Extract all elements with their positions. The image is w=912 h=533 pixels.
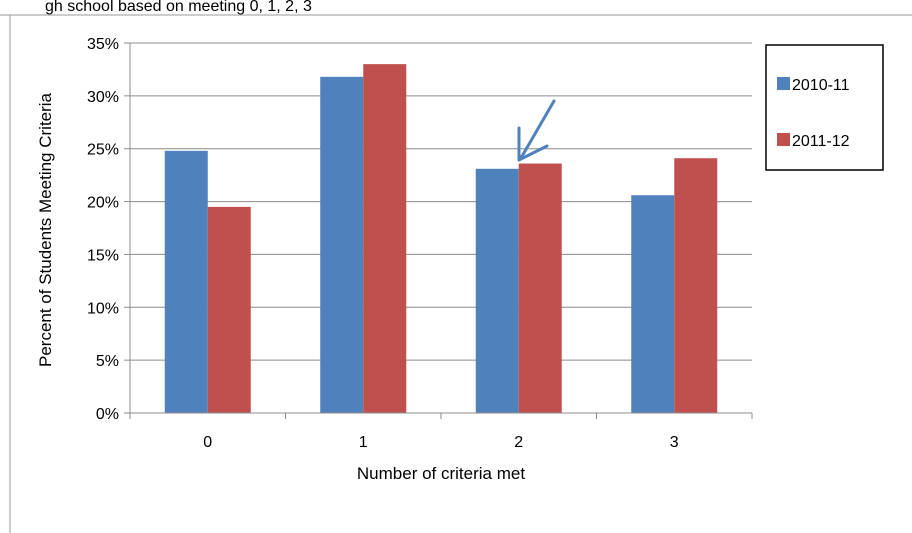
y-tick-label: 15% (87, 247, 119, 264)
y-tick-label: 10% (87, 300, 119, 317)
bar-2010-11-cat-1 (320, 76, 364, 413)
y-tick-label: 30% (87, 89, 119, 106)
arrow-shaft (519, 99, 556, 160)
legend-label-2011-12: 2011-12 (792, 133, 850, 150)
header-text: gh school based on meeting 0, 1, 2, 3 (45, 0, 312, 15)
legend-box (765, 44, 884, 171)
bar-2011-12-cat-2 (518, 163, 562, 413)
x-tick-label: 3 (670, 434, 679, 451)
y-tick-label: 20% (87, 195, 119, 212)
arrow-head (517, 126, 549, 162)
y-tick-label: 0% (96, 406, 119, 423)
legend: 2010-11 2011-12 (765, 44, 884, 171)
bar-2011-12-cat-0 (207, 206, 251, 413)
legend-swatch-2010-11 (777, 77, 790, 90)
bar-2011-12-cat-1 (363, 64, 407, 414)
bar-2011-12-cat-3 (674, 158, 718, 413)
y-tick-labels: 0% 5% 10% 15% 20% 25% 30% 35% (87, 36, 119, 423)
y-tick-label: 5% (96, 353, 119, 370)
legend-swatch-2011-12 (777, 133, 790, 146)
bars-group (164, 64, 718, 414)
bar-2010-11-cat-2 (475, 168, 519, 413)
annotation-arrow (517, 99, 556, 162)
y-tick-label: 35% (87, 36, 119, 53)
y-tick-label: 25% (87, 142, 119, 159)
x-tick-label: 1 (359, 434, 368, 451)
legend-label-2010-11: 2010-11 (792, 77, 850, 94)
axes (124, 42, 753, 419)
y-axis-title: Percent of Students Meeting Criteria (36, 92, 55, 367)
bar-2010-11-cat-0 (164, 150, 208, 414)
x-tick-labels: 0 1 2 3 (203, 434, 679, 451)
x-axis-title: Number of criteria met (357, 464, 525, 483)
bar-2010-11-cat-3 (631, 195, 675, 413)
x-tick-label: 0 (203, 434, 212, 451)
x-tick-label: 2 (514, 434, 523, 451)
